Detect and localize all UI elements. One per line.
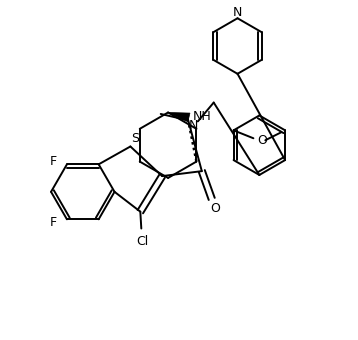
Text: F: F (50, 216, 57, 229)
Text: Cl: Cl (136, 235, 149, 248)
Polygon shape (168, 113, 190, 122)
Text: NH: NH (193, 110, 211, 123)
Text: O: O (210, 202, 220, 215)
Text: F: F (50, 155, 57, 168)
Text: N: N (233, 6, 242, 19)
Text: O: O (257, 134, 267, 147)
Text: S: S (131, 132, 139, 145)
Text: N: N (189, 119, 199, 132)
